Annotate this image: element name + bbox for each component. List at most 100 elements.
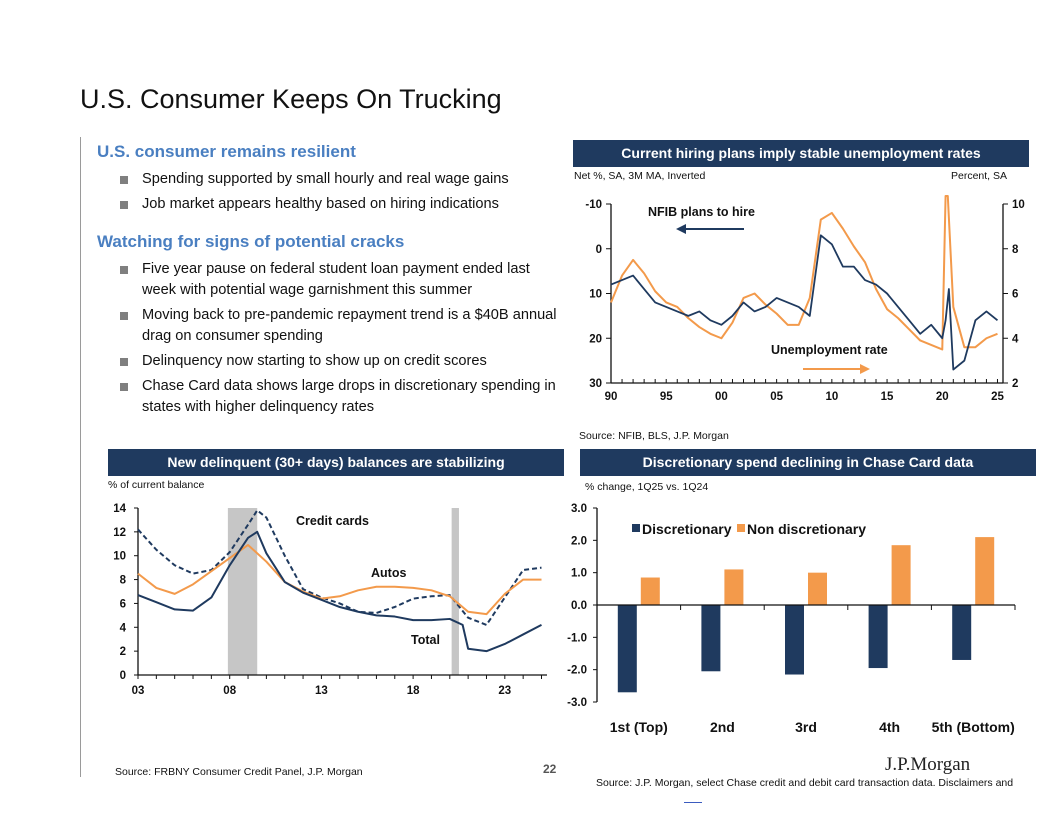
discretionary-spend-chart: 3.0 2.0 1.0 0.0 -1.0 -2.0 -3.0 1st (Top) 2nd 3rd 4… <box>567 503 1016 735</box>
chart-title-delinquent: New delinquent (30+ days) balances are s… <box>108 449 564 476</box>
square-bullet-icon <box>120 176 128 184</box>
x-tick-label: 05 <box>770 391 783 403</box>
x-tick-label: 90 <box>605 391 618 403</box>
left-tick-label: 20 <box>589 333 602 345</box>
y-tick-label: 0 <box>120 670 126 682</box>
bullet-text: Job market appears healthy based on hiri… <box>142 196 499 212</box>
x-tick-label: 10 <box>825 391 838 403</box>
category-label: 4th <box>879 719 900 735</box>
x-tick-label: 25 <box>991 391 1004 403</box>
bar-discretionary <box>785 605 804 675</box>
nfib-arrowhead-icon <box>676 224 686 234</box>
section-heading-resilient: U.S. consumer remains resilient <box>97 142 356 161</box>
left-tick-label: 30 <box>589 378 602 390</box>
x-tick-label: 08 <box>223 685 236 697</box>
chart-title-discretionary: Discretionary spend declining in Chase C… <box>580 449 1036 476</box>
bullet-text: Five year pause on federal student loan … <box>142 261 530 298</box>
chart-y-axis-label: % change, 1Q25 vs. 1Q24 <box>585 481 709 493</box>
right-tick-label: 10 <box>1012 199 1025 211</box>
bullet-item: Spending supported by small hourly and r… <box>118 169 558 190</box>
y-tick-label: -3.0 <box>567 697 587 709</box>
bullet-text: Delinquency now starting to show up on c… <box>142 353 487 369</box>
y-tick-label: 6 <box>120 598 126 610</box>
bar-non-discretionary <box>640 577 660 605</box>
x-tick-label: 03 <box>132 685 145 697</box>
recession-shading <box>451 508 459 675</box>
footer-link-underline <box>684 802 702 803</box>
unemployment-rate-line <box>610 195 998 351</box>
nfib-annotation: NFIB plans to hire <box>648 205 755 219</box>
y-tick-label: 3.0 <box>571 503 587 515</box>
footer-source-disclaimer: Source: J.P. Morgan, select Chase credit… <box>596 777 1014 789</box>
y-tick-label: 10 <box>113 551 126 563</box>
bullet-text: Chase Card data shows large drops in dis… <box>142 378 556 415</box>
series-line-autos <box>137 543 542 616</box>
hiring-unemployment-chart: 90 95 00 05 10 15 20 25 -10 0 10 20 30 10 8 6 4 2 NFIB pla… <box>585 195 1025 403</box>
left-tick-label: 0 <box>596 244 602 256</box>
chart-left-axis-label: Net %, SA, 3M MA, Inverted <box>574 170 706 182</box>
category-label: 3rd <box>795 719 817 735</box>
bar-non-discretionary <box>808 572 827 605</box>
left-tick-label: -10 <box>585 199 602 211</box>
square-bullet-icon <box>120 383 128 391</box>
credit-cards-label: Credit cards <box>296 514 369 528</box>
bullet-item: Delinquency now starting to show up on c… <box>118 351 558 372</box>
autos-label: Autos <box>371 566 406 580</box>
bullet-item: Moving back to pre-pandemic repayment tr… <box>118 305 558 347</box>
bullet-item: Job market appears healthy based on hiri… <box>118 194 558 215</box>
y-tick-label: 2 <box>120 646 126 658</box>
right-tick-label: 6 <box>1012 289 1018 301</box>
y-tick-label: 12 <box>113 527 126 539</box>
bullet-item: Chase Card data shows large drops in dis… <box>118 376 558 418</box>
series-line-credit-cards <box>137 509 542 626</box>
legend-label-non-discretionary: Non discretionary <box>747 521 866 537</box>
square-bullet-icon <box>120 358 128 366</box>
y-tick-label: -2.0 <box>567 665 587 677</box>
right-tick-label: 8 <box>1012 244 1019 256</box>
x-tick-label: 15 <box>881 391 894 403</box>
page-number: 22 <box>543 762 557 776</box>
bar-discretionary <box>701 605 721 672</box>
y-tick-label: 8 <box>120 575 127 587</box>
page-title: U.S. Consumer Keeps On Trucking <box>80 84 502 114</box>
x-tick-label: 13 <box>315 685 328 697</box>
square-bullet-icon <box>120 201 128 209</box>
bullet-item: Five year pause on federal student loan … <box>118 259 558 301</box>
y-tick-label: 14 <box>113 503 126 515</box>
jpmorgan-logo: J.P.Morgan <box>885 754 971 775</box>
chart-source-delinquent: Source: FRBNY Consumer Credit Panel, J.P… <box>115 766 363 778</box>
total-label: Total <box>411 633 440 647</box>
category-label: 2nd <box>710 719 735 735</box>
legend-label-discretionary: Discretionary <box>642 521 732 537</box>
bar-non-discretionary <box>975 537 995 605</box>
chart-y-axis-label: % of current balance <box>108 479 205 491</box>
legend-swatch-discretionary <box>632 524 640 532</box>
bar-non-discretionary <box>891 545 911 605</box>
series-line-total <box>137 530 542 653</box>
nfib-plans-line <box>610 234 999 371</box>
bullet-text: Moving back to pre-pandemic repayment tr… <box>142 307 557 344</box>
bullet-list-cracks: Five year pause on federal student loan … <box>118 259 558 422</box>
x-tick-label: 23 <box>498 685 511 697</box>
right-tick-label: 2 <box>1012 378 1018 390</box>
x-tick-label: 00 <box>715 391 728 403</box>
x-tick-label: 95 <box>660 391 673 403</box>
chart-source-hiring: Source: NFIB, BLS, J.P. Morgan <box>579 430 729 442</box>
y-tick-label: -1.0 <box>567 632 587 644</box>
category-label: 5th (Bottom) <box>932 719 1015 735</box>
square-bullet-icon <box>120 312 128 320</box>
bullet-text: Spending supported by small hourly and r… <box>142 171 509 187</box>
left-tick-label: 10 <box>589 289 602 301</box>
chart-right-axis-label: Percent, SA <box>951 170 1008 182</box>
left-divider <box>80 137 81 777</box>
section-heading-cracks: Watching for signs of potential cracks <box>97 232 405 251</box>
y-tick-label: 1.0 <box>571 568 587 580</box>
bar-non-discretionary <box>724 569 744 605</box>
bullet-list-resilient: Spending supported by small hourly and r… <box>118 169 558 219</box>
legend-swatch-non-discretionary <box>737 524 745 532</box>
delinquent-balances-chart: 14 12 10 8 6 4 2 0 03 08 13 18 23 Credit cards Autos To… <box>113 503 547 697</box>
square-bullet-icon <box>120 266 128 274</box>
y-tick-label: 0.0 <box>571 600 587 612</box>
unemployment-arrowhead-icon <box>860 364 870 374</box>
y-tick-label: 2.0 <box>571 535 587 547</box>
